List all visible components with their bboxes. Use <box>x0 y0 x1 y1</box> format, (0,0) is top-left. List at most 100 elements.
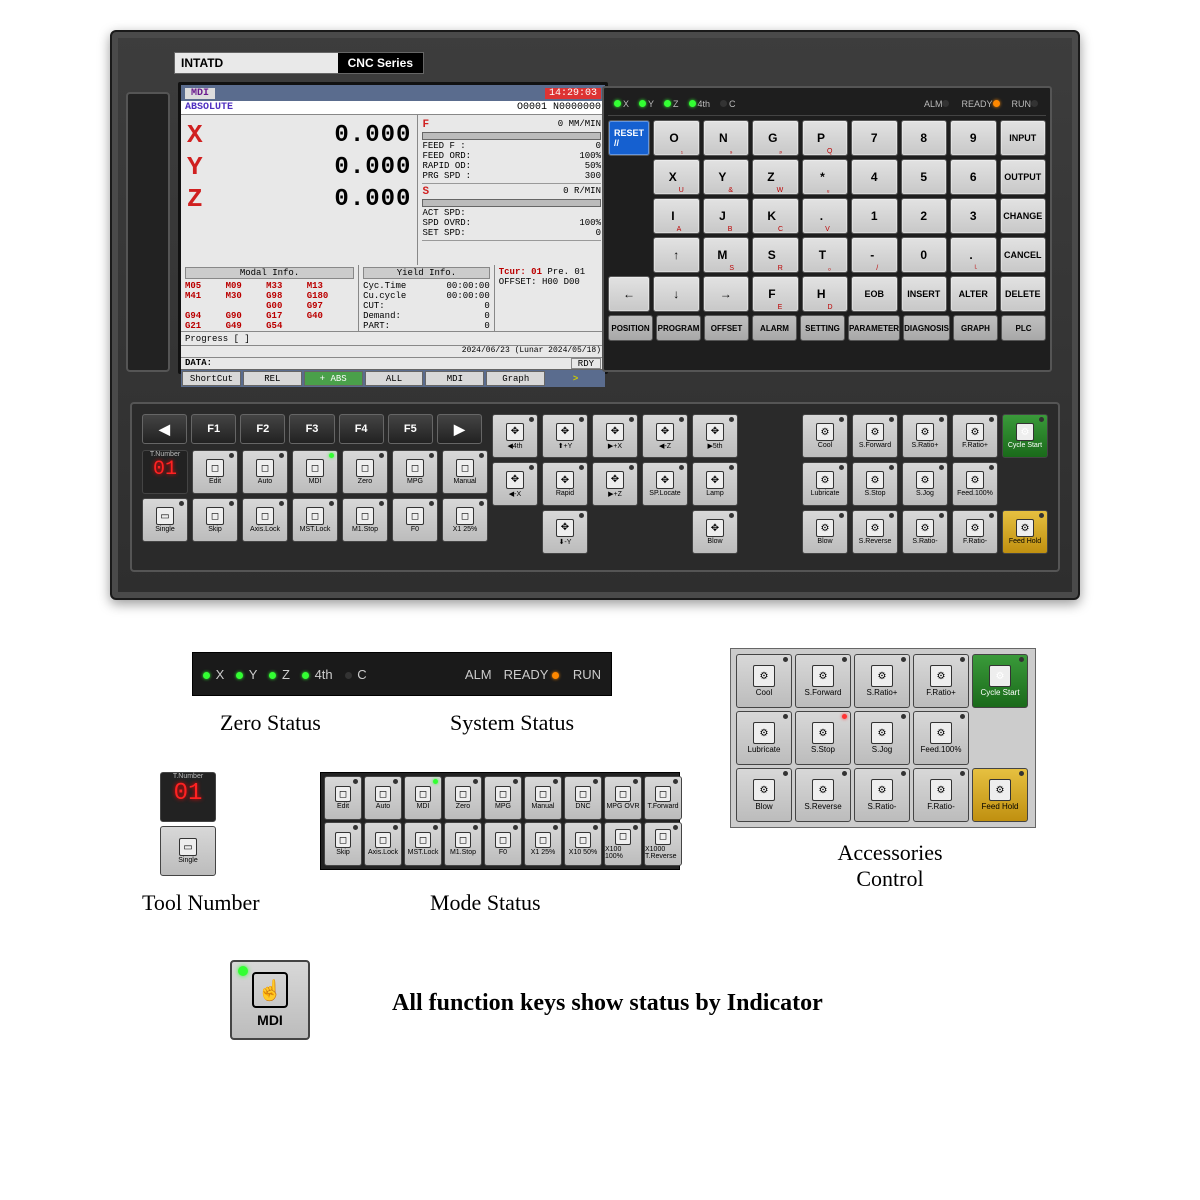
key-m[interactable]: MS <box>703 237 750 273</box>
acc2-fratio[interactable]: ⚙F.Ratio+ <box>913 654 969 708</box>
single-button-callout[interactable]: ▭Single <box>160 826 216 876</box>
key-cancel[interactable]: CANCEL <box>1000 237 1047 273</box>
mode-x1050[interactable]: ◻X10 50% <box>564 822 602 866</box>
fkey-[interactable]: ◀ <box>142 414 187 444</box>
key-alter[interactable]: ALTER <box>950 276 997 312</box>
mode-auto[interactable]: ◻Auto <box>364 776 402 820</box>
mode-zero[interactable]: ◻Zero <box>444 776 482 820</box>
key-8[interactable]: 8 <box>901 120 948 156</box>
single-button[interactable]: ▭Single <box>142 498 188 542</box>
jog-rapid[interactable]: ✥Rapid <box>542 462 588 506</box>
mode-x1000treverse[interactable]: ◻X1000 T.Reverse <box>644 822 682 866</box>
acc2-sjog[interactable]: ⚙S.Jog <box>854 711 910 765</box>
acc2-sforward[interactable]: ⚙S.Forward <box>795 654 851 708</box>
key-insert[interactable]: INSERT <box>901 276 948 312</box>
key-i[interactable]: IA <box>653 198 700 234</box>
acc-cool[interactable]: ⚙Cool <box>802 414 848 458</box>
acc-feedhold[interactable]: ⚙Feed Hold <box>1002 510 1048 554</box>
jog-x[interactable]: ✥▶+X <box>592 414 638 458</box>
acc-sratio[interactable]: ⚙S.Ratio+ <box>902 414 948 458</box>
key-[interactable]: .V <box>802 198 849 234</box>
mode-zero[interactable]: ◻Zero <box>342 450 388 494</box>
mode-mdi[interactable]: ◻MDI <box>292 450 338 494</box>
key-t[interactable]: Tₒ <box>802 237 849 273</box>
key-j[interactable]: JB <box>703 198 750 234</box>
key-output[interactable]: OUTPUT <box>1000 159 1047 195</box>
menu-setting[interactable]: SETTING <box>800 315 845 341</box>
menu-position[interactable]: POSITION <box>608 315 653 341</box>
menu-parameter[interactable]: PARAMETER <box>848 315 900 341</box>
key-1[interactable]: 1 <box>851 198 898 234</box>
mode-x125[interactable]: ◻X1 25% <box>442 498 488 542</box>
softkey-graph[interactable]: Graph <box>486 371 545 386</box>
acc-sjog[interactable]: ⚙S.Jog <box>902 462 948 506</box>
key-o[interactable]: O₁ <box>653 120 700 156</box>
acc2-sratio[interactable]: ⚙S.Ratio- <box>854 768 910 822</box>
key-x[interactable]: XU <box>653 159 700 195</box>
menu-program[interactable]: PROGRAM <box>656 315 701 341</box>
jog-5th[interactable]: ✥▶5th <box>692 414 738 458</box>
key-[interactable]: ← <box>608 276 650 312</box>
key-6[interactable]: 6 <box>950 159 997 195</box>
menu-offset[interactable]: OFFSET <box>704 315 749 341</box>
acc2-feed100[interactable]: ⚙Feed.100% <box>913 711 969 765</box>
mode-x100100[interactable]: ◻X100 100% <box>604 822 642 866</box>
fkey-[interactable]: ▶ <box>437 414 482 444</box>
jog-z[interactable]: ✥▶+Z <box>592 462 638 506</box>
mode-x125[interactable]: ◻X1 25% <box>524 822 562 866</box>
menu-plc[interactable]: PLC <box>1001 315 1046 341</box>
acc-sreverse[interactable]: ⚙S.Reverse <box>852 510 898 554</box>
jog-y[interactable]: ✥⬇-Y <box>542 510 588 554</box>
mode-auto[interactable]: ◻Auto <box>242 450 288 494</box>
menu-graph[interactable]: GRAPH <box>953 315 998 341</box>
key-delete[interactable]: DELETE <box>1000 276 1047 312</box>
mode-manual[interactable]: ◻Manual <box>442 450 488 494</box>
mode-mpgovr[interactable]: ◻MPG OVR <box>604 776 642 820</box>
mode-skip[interactable]: ◻Skip <box>324 822 362 866</box>
mode-mstlock[interactable]: ◻MST.Lock <box>404 822 442 866</box>
key-input[interactable]: INPUT <box>1000 120 1047 156</box>
key-y[interactable]: Y& <box>703 159 750 195</box>
key-[interactable]: .ᴸ <box>950 237 997 273</box>
key-7[interactable]: 7 <box>851 120 898 156</box>
key-z[interactable]: ZW <box>752 159 799 195</box>
softkey-shortcut[interactable]: ShortCut <box>182 371 241 386</box>
acc2-sstop[interactable]: ⚙S.Stop <box>795 711 851 765</box>
key-[interactable]: ↑ <box>653 237 700 273</box>
acc2-cool[interactable]: ⚙Cool <box>736 654 792 708</box>
reset-button[interactable]: RESET// <box>608 120 650 156</box>
jog-4th[interactable]: ✥◀4th <box>492 414 538 458</box>
key-4[interactable]: 4 <box>851 159 898 195</box>
mode-edit[interactable]: ◻Edit <box>192 450 238 494</box>
mode-mpg[interactable]: ◻MPG <box>484 776 522 820</box>
key-h[interactable]: HD <box>802 276 849 312</box>
fkey-f1[interactable]: F1 <box>191 414 236 444</box>
acc2-cyclestart[interactable]: ⚙Cycle Start <box>972 654 1028 708</box>
mode-mstlock[interactable]: ◻MST.Lock <box>292 498 338 542</box>
key-change[interactable]: CHANGE <box>1000 198 1047 234</box>
mode-f0[interactable]: ◻F0 <box>484 822 522 866</box>
fkey-f2[interactable]: F2 <box>240 414 285 444</box>
key-g[interactable]: Gₚ <box>752 120 799 156</box>
key-[interactable]: ↓ <box>653 276 700 312</box>
jog-splocate[interactable]: ✥SP.Locate <box>642 462 688 506</box>
key-eob[interactable]: EOB <box>851 276 898 312</box>
softkey-abs[interactable]: + ABS <box>304 371 363 386</box>
menu-alarm[interactable]: ALARM <box>752 315 797 341</box>
key-2[interactable]: 2 <box>901 198 948 234</box>
acc-sratio[interactable]: ⚙S.Ratio- <box>902 510 948 554</box>
key-3[interactable]: 3 <box>950 198 997 234</box>
jog-blow[interactable]: ✥Blow <box>692 510 738 554</box>
fkey-f4[interactable]: F4 <box>339 414 384 444</box>
jog-x[interactable]: ✥◀-X <box>492 462 538 506</box>
mode-dnc[interactable]: ◻DNC <box>564 776 602 820</box>
key-9[interactable]: 9 <box>950 120 997 156</box>
key-[interactable]: -/ <box>851 237 898 273</box>
acc2-sratio[interactable]: ⚙S.Ratio+ <box>854 654 910 708</box>
acc-fratio[interactable]: ⚙F.Ratio- <box>952 510 998 554</box>
acc-sforward[interactable]: ⚙S.Forward <box>852 414 898 458</box>
mode-tforward[interactable]: ◻T.Forward <box>644 776 682 820</box>
mode-axislock[interactable]: ◻Axis.Lock <box>364 822 402 866</box>
softkey-rel[interactable]: REL <box>243 371 302 386</box>
key-[interactable]: → <box>703 276 750 312</box>
